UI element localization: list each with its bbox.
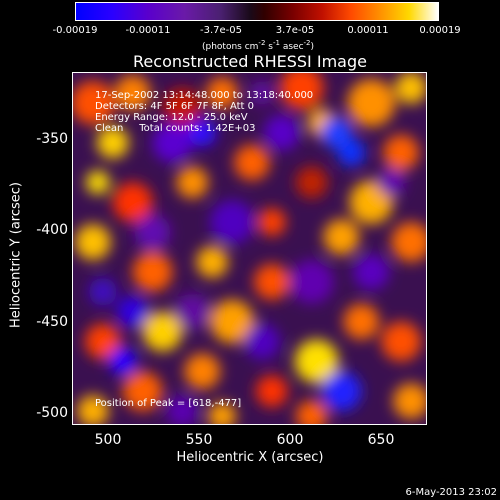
image-emission-blob [249,80,274,105]
x-tick-label: 550 [185,432,213,448]
image-emission-blob [206,76,239,109]
image-emission-blob [122,371,163,412]
x-tick-label: 650 [367,432,395,448]
image-emission-blob [343,303,380,340]
image-emission-blob [174,293,211,330]
annotation-time-range: 17-Sep-2002 13:14:48.000 to 13:18:40.000 [95,90,314,101]
image-emission-blob [176,166,209,199]
colorbar-tick: -0.00011 [125,25,171,36]
x-tick-label: 500 [94,432,122,448]
annotation-peak-position: Position of Peak = [618,-477] [95,398,242,409]
plot-title: Reconstructed RHESSI Image [133,52,367,71]
x-axis-label: Heliocentric X (arcsec) [176,450,324,465]
image-plot-area [72,72,427,425]
image-emission-blob [196,246,229,278]
x-tick-label: 600 [276,432,304,448]
image-emission-blob [353,253,390,290]
image-emission-blob [76,395,109,424]
image-emission-blob [383,134,420,171]
image-emission-blob [253,263,290,300]
image-emission-blob [377,168,406,197]
colorbar [75,2,439,21]
image-emission-blob [85,170,110,195]
image-emission-blob [255,375,288,408]
image-emission-blob [295,166,328,199]
image-emission-blob [112,182,153,223]
image-emission-blob [108,347,137,376]
image-emission-blob [323,219,360,255]
image-emission-blob [132,251,173,292]
image-emission-blob [73,80,115,125]
image-emission-blob [210,200,254,245]
image-emission-blob [395,73,426,104]
image-emission-blob [88,277,117,306]
y-tick-label: -500 [36,405,68,421]
heatmap-image [73,73,426,424]
colorbar-tick: -0.00019 [52,25,98,36]
image-emission-blob [234,144,270,181]
image-emission-blob [114,74,151,111]
image-emission-blob [294,339,339,384]
image-emission-blob [188,118,217,147]
image-emission-blob [391,222,426,262]
image-emission-blob [210,299,254,344]
image-emission-blob [142,311,183,352]
image-emission-blob [337,138,366,167]
image-emission-blob [289,259,334,304]
colorbar-tick: 0.00011 [347,25,389,36]
image-emission-blob [263,114,300,151]
image-emission-blob [347,78,396,127]
image-emission-blob [244,323,280,360]
colorbar-unit-label: (photons cm-2 s-1 asec-2) [201,39,315,52]
image-emission-blob [116,295,149,328]
image-emission-blob [257,208,286,237]
colorbar-tick: 0.00019 [419,25,461,36]
colorbar-tick: 3.7e-05 [275,25,315,36]
annotation-energy-range: Energy Range: 12.0 - 25.0 keV [95,112,248,123]
image-emission-blob [162,87,203,128]
image-emission-blob [381,321,422,362]
y-tick-label: -400 [36,222,68,238]
timestamp: 6-May-2013 23:02 [405,487,497,498]
colorbar-tick: -3.7e-05 [200,25,242,36]
image-emission-blob [96,126,129,159]
image-emission-blob [279,73,324,110]
y-tick-label: -350 [36,131,68,147]
image-emission-blob [152,122,193,163]
image-emission-blob [74,224,111,260]
image-emission-blob [84,323,121,360]
image-emission-blob [166,395,199,424]
image-emission-blob [321,371,362,412]
image-emission-blob [208,402,237,424]
annotation-detectors: Detectors: 4F 5F 6F 7F 8F, Att 0 [95,101,255,112]
image-emission-blob [295,400,328,424]
y-axis-label: Heliocentric Y (arcsec) [8,182,24,328]
image-emission-blob [134,214,171,250]
y-tick-label: -450 [36,314,68,330]
image-emission-blob [184,353,221,390]
annotation-total-counts: Clean Total counts: 1.42E+03 [95,123,256,134]
image-emission-blob [393,383,426,420]
